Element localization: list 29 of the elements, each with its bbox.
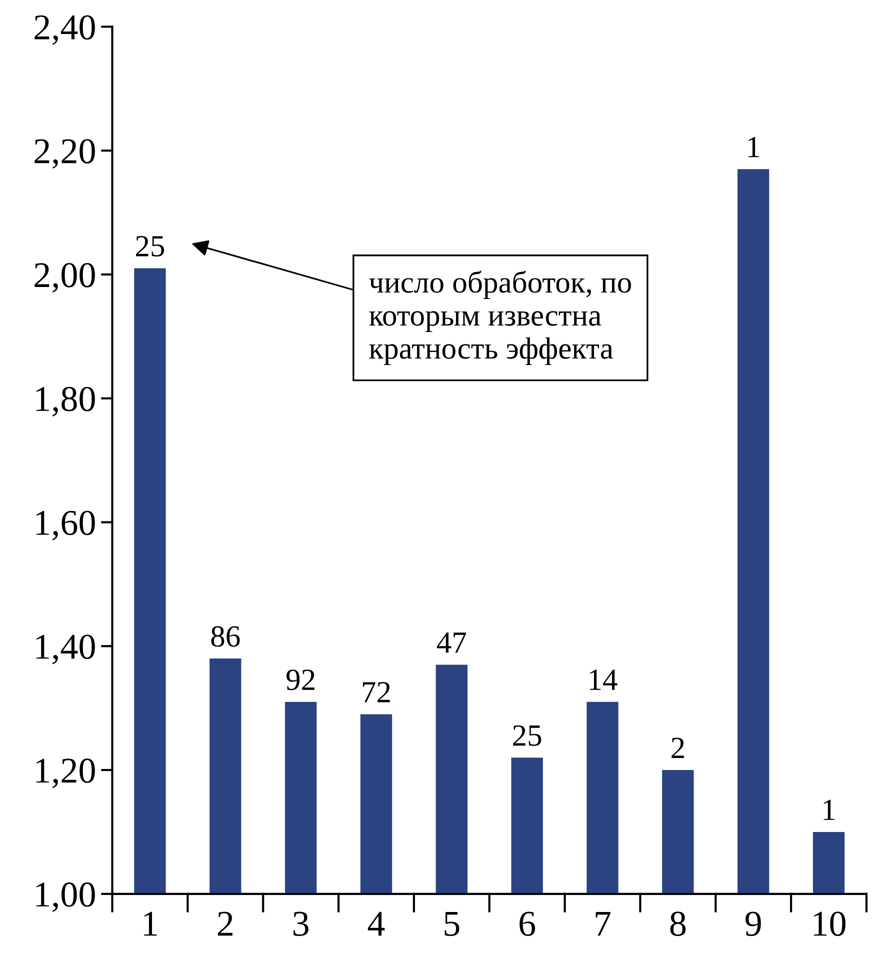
y-tick-label: 2,00 (34, 262, 95, 293)
x-tick-label: 3 (294, 912, 308, 936)
y-tick-label: 1,40 (36, 634, 95, 664)
y-tick-label: 1,00 (36, 882, 95, 912)
x-tick-label: 5 (444, 912, 460, 936)
annotation: 25 (513, 725, 542, 746)
annotation: 92 (286, 670, 314, 690)
annotation: 14 (590, 670, 618, 690)
x-tick-label: 1 (144, 912, 157, 936)
annotation: 86 (211, 626, 240, 647)
y-tick-label: 2,20 (34, 139, 95, 169)
annotation: 2 (672, 738, 684, 758)
x-tick-label: 8 (670, 912, 686, 936)
x-tick-label: 4 (368, 912, 385, 936)
annotation: 1 (824, 800, 835, 820)
annotation: 72 (362, 682, 390, 702)
x-tick-label: 10 (814, 912, 846, 936)
y-tick-label: 2,40 (34, 15, 95, 45)
x-tick-label: 7 (596, 912, 610, 936)
x-tick-label: 6 (520, 912, 536, 936)
y-tick-label: 1,60 (36, 510, 95, 540)
annotation: 47 (436, 632, 466, 653)
y-tick-label: 1,80 (36, 386, 95, 416)
annotation: 25 (136, 236, 164, 257)
x-tick-label: 2 (218, 912, 232, 936)
annotation: 1 (748, 136, 760, 158)
y-tick-label: 1,20 (36, 758, 95, 788)
x-tick-label: 9 (745, 912, 761, 936)
annotation: число обработок, по которым известна кратность эффекта (369, 270, 632, 366)
